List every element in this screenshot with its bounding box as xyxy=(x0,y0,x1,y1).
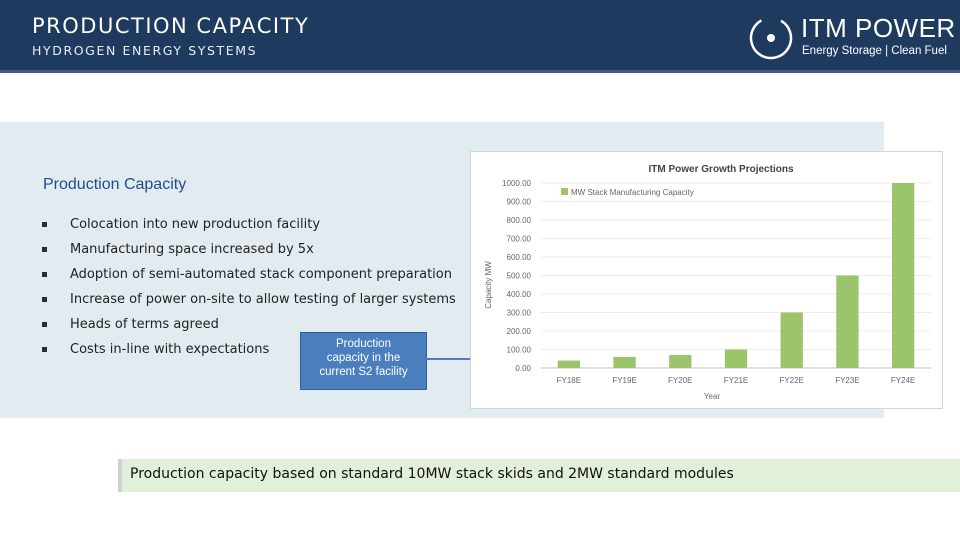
bullet-text: Heads of terms agreed xyxy=(70,317,219,332)
bullet-square-icon xyxy=(42,247,47,252)
y-tick-label: 1000.00 xyxy=(502,179,531,188)
bullet-text: Adoption of semi-automated stack compone… xyxy=(70,267,452,282)
y-tick-label: 700.00 xyxy=(507,235,532,244)
bullet-item: Manufacturing space increased by 5x xyxy=(42,237,456,262)
chart-title: ITM Power Growth Projections xyxy=(648,164,793,175)
x-tick-label: FY20E xyxy=(668,376,692,385)
callout-line: Production xyxy=(336,338,391,350)
x-tick-label: FY19E xyxy=(612,376,636,385)
bullet-text: Costs in-line with expectations xyxy=(70,342,270,357)
bullet-item: Increase of power on-site to allow testi… xyxy=(42,287,456,312)
bar xyxy=(669,355,692,368)
bullet-square-icon xyxy=(42,297,47,302)
itm-power-logo: ITM POWER Energy Storage | Clean Fuel xyxy=(745,12,955,64)
header-divider xyxy=(0,70,960,73)
bullet-text: Colocation into new production facility xyxy=(70,217,321,232)
legend-label: MW Stack Manufacturing Capacity xyxy=(571,188,694,197)
bar xyxy=(836,275,859,368)
bullet-square-icon xyxy=(42,222,47,227)
bullet-text: Increase of power on-site to allow testi… xyxy=(70,292,456,307)
legend-swatch xyxy=(561,188,568,195)
chart-canvas: ITM Power Growth Projections 0.00 100.00 2… xyxy=(484,164,931,401)
footer-note: Production capacity based on standard 10… xyxy=(118,459,960,492)
gridlines xyxy=(541,182,931,369)
x-tick-label: FY18E xyxy=(557,376,581,385)
bullet-square-icon xyxy=(42,322,47,327)
x-tick-label: FY23E xyxy=(835,376,859,385)
logo-tagline: Energy Storage | Clean Fuel xyxy=(802,45,947,57)
bars xyxy=(557,183,915,368)
y-axis-ticks: 0.00 100.00 200.00 300.00 400.00 500.00 600.00… xyxy=(502,179,531,373)
x-axis-ticks: FY18E FY19E FY20E FY21E FY22E FY23E FY24E xyxy=(557,376,916,385)
bullet-square-icon xyxy=(42,272,47,277)
growth-chart: ITM Power Growth Projections 0.00 100.00 2… xyxy=(470,151,943,409)
bullet-text: Manufacturing space increased by 5x xyxy=(70,242,314,257)
bullet-item: Adoption of semi-automated stack compone… xyxy=(42,262,456,287)
header-bar: PRODUCTION CAPACITY HYDROGEN ENERGY SYST… xyxy=(0,0,960,70)
x-tick-label: FY24E xyxy=(891,376,915,385)
bar xyxy=(724,349,748,368)
bar xyxy=(557,360,580,368)
y-tick-label: 900.00 xyxy=(507,198,532,207)
bullet-item: Costs in-line with expectations xyxy=(42,337,456,362)
y-tick-label: 300.00 xyxy=(507,309,532,318)
bullet-square-icon xyxy=(42,347,47,352)
y-tick-label: 800.00 xyxy=(507,216,532,225)
y-tick-label: 0.00 xyxy=(515,364,531,373)
y-tick-label: 200.00 xyxy=(507,327,532,336)
callout-line: capacity in the xyxy=(326,352,401,364)
logo-name: ITM POWER xyxy=(801,13,956,43)
page-title: PRODUCTION CAPACITY xyxy=(32,14,310,38)
y-tick-label: 500.00 xyxy=(507,272,532,281)
bar xyxy=(780,312,803,368)
callout-box: Production capacity in the current S2 fa… xyxy=(300,332,427,390)
bullet-item: Colocation into new production facility xyxy=(42,212,456,237)
y-tick-label: 600.00 xyxy=(507,253,532,262)
bar xyxy=(892,183,915,368)
footer-text: Production capacity based on standard 10… xyxy=(130,466,734,482)
y-tick-label: 400.00 xyxy=(507,290,532,299)
y-axis-label: Capacity MW xyxy=(484,261,493,309)
section-title: Production Capacity xyxy=(43,176,187,193)
bar xyxy=(613,356,636,368)
x-tick-label: FY21E xyxy=(724,376,748,385)
logo-ring-icon xyxy=(749,16,793,60)
page-subtitle: HYDROGEN ENERGY SYSTEMS xyxy=(32,43,258,58)
y-tick-label: 100.00 xyxy=(507,346,532,355)
bullet-item: Heads of terms agreed xyxy=(42,312,456,337)
callout-line: current S2 facility xyxy=(319,366,408,378)
x-axis-label: Year xyxy=(704,392,721,401)
bullet-list: Colocation into new production facility … xyxy=(42,212,456,362)
x-tick-label: FY22E xyxy=(779,376,803,385)
